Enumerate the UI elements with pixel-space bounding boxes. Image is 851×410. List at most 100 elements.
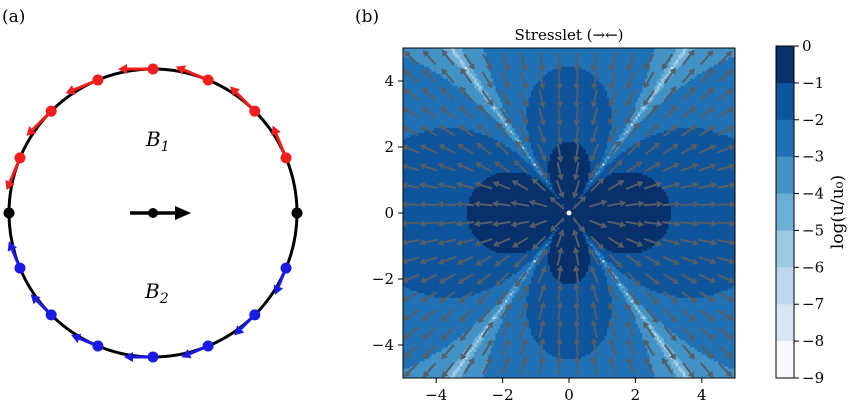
contour-cell [438,121,442,125]
contour-cell [414,257,418,261]
contour-cell [417,276,421,280]
contour-cell [417,304,421,308]
contour-cell [452,354,456,358]
contour-cell [455,177,459,181]
contour-cell [419,88,423,92]
contour-cell [438,227,442,231]
contour-cell [403,319,406,323]
contour-cell [450,142,454,146]
contour-cell [450,73,454,77]
contour-cell [417,62,421,66]
contour-cell [448,333,452,337]
contour-cell [448,48,452,51]
contour-cell [417,118,421,122]
contour-cell [450,135,454,139]
contour-cell [407,78,411,82]
contour-cell [436,71,440,75]
contour-cell [445,316,449,320]
contour-cell [455,90,459,94]
contour-cell [438,161,442,165]
contour-cell [417,253,421,257]
contour-cell [414,222,418,226]
contour-cell [429,215,433,219]
contour-cell [438,99,442,103]
contour-cell [424,229,428,233]
contour-cell [438,194,442,198]
contour-cell [452,333,456,337]
contour-cell [426,71,430,75]
contour-cell [405,139,409,143]
contour-cell [419,363,423,367]
contour-cell [433,243,437,247]
contour-cell [450,85,454,89]
contour-cell [438,62,442,66]
contour-cell [421,283,425,287]
contour-cell [407,205,411,209]
contour-cell [440,227,444,231]
contour-cell [433,215,437,219]
contour-cell [450,121,454,125]
contour-cell [445,241,449,245]
contour-cell [426,236,430,240]
contour-cell [431,248,435,252]
contour-cell [417,59,421,63]
contour-cell [445,48,449,51]
contour-cell [443,215,447,219]
contour-cell [436,314,440,318]
contour-cell [426,121,430,125]
contour-cell [424,121,428,125]
contour-cell [417,307,421,311]
contour-cell [445,323,449,327]
contour-cell [426,52,430,56]
contour-cell [452,92,456,96]
contour-cell [417,135,421,139]
contour-cell [433,48,437,51]
contour-cell [421,191,425,195]
contour-cell [417,333,421,337]
contour-cell [403,210,406,214]
contour-cell [403,370,406,374]
contour-cell [429,114,433,117]
contour-cell [448,114,452,117]
contour-cell [429,151,433,155]
contour-cell [417,57,421,61]
contour-cell [414,316,418,320]
contour-cell [421,180,425,183]
contour-cell [419,286,423,290]
contour-cell [419,340,423,344]
contour-cell [448,337,452,341]
contour-cell [403,363,406,367]
contour-cell [443,210,447,214]
contour-cell [440,76,444,80]
contour-cell [429,274,433,278]
contour-cell [443,137,447,141]
contour-cell [450,55,454,59]
contour-cell [452,135,456,139]
boundary-point [202,74,214,86]
contour-cell [419,114,423,117]
contour-cell [407,123,411,127]
contour-cell [403,102,406,106]
contour-cell [445,198,449,202]
contour-cell [419,224,423,228]
contour-cell [412,262,416,266]
contour-cell [450,260,454,264]
contour-cell [410,194,414,198]
contour-cell [424,78,428,82]
contour-cell [433,106,437,110]
contour-cell [452,295,456,299]
contour-cell [421,52,425,56]
contour-cell [426,78,430,82]
contour-cell [448,92,452,96]
contour-cell [412,213,416,216]
contour-cell [424,340,428,344]
contour-cell [414,264,418,268]
contour-cell [440,330,444,334]
contour-cell [452,250,456,254]
contour-cell [448,139,452,143]
contour-cell [452,276,456,280]
contour-cell [403,198,406,202]
contour-cell [426,347,430,351]
contour-cell [414,135,418,139]
contour-cell [407,316,411,320]
